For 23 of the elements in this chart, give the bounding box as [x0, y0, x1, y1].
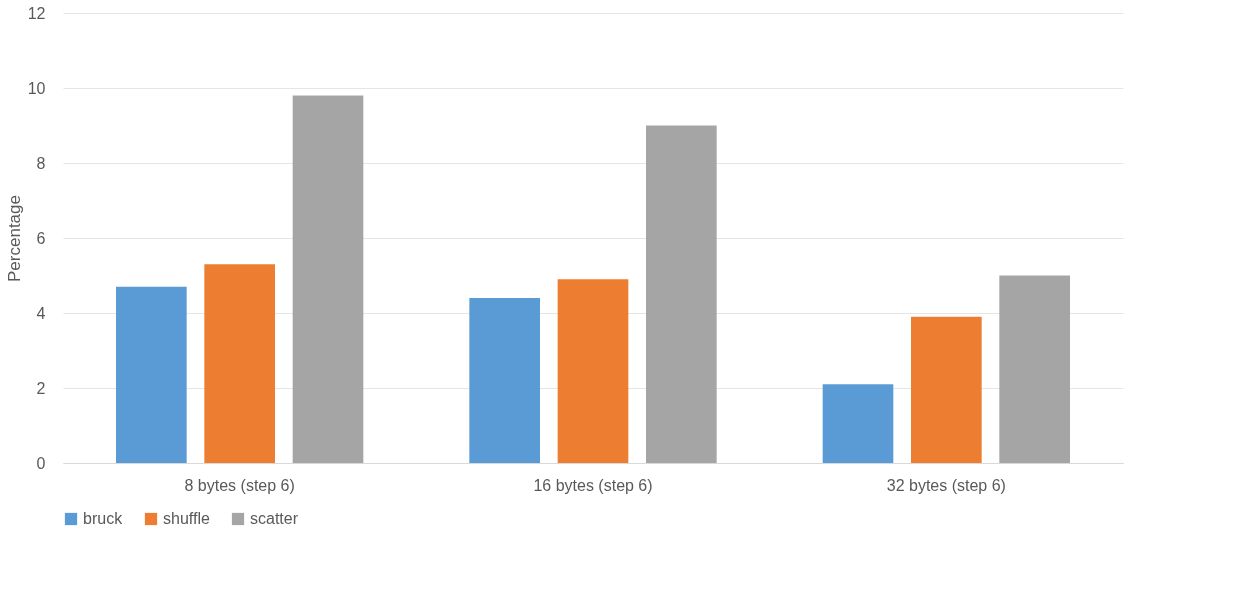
- bar: [292, 95, 364, 463]
- bar: [204, 264, 275, 463]
- bar: [999, 275, 1070, 463]
- y-tick-label: 0: [36, 454, 46, 472]
- bar: [822, 384, 894, 463]
- bar: [646, 125, 717, 463]
- bar: [469, 298, 540, 463]
- y-tick-label: 4: [36, 304, 46, 322]
- legend-label: scatter: [250, 510, 299, 527]
- x-tick-label: 8 bytes (step 6): [184, 476, 295, 494]
- legend-label: bruck: [83, 510, 124, 527]
- y-axis-title: Percentage: [4, 195, 24, 282]
- y-tick-label: 10: [27, 79, 46, 97]
- y-tick-label: 12: [27, 4, 46, 22]
- x-tick-label: 32 bytes (step 6): [886, 476, 1006, 494]
- y-tick-label: 8: [36, 154, 46, 172]
- x-tick-label: 16 bytes (step 6): [533, 476, 653, 494]
- y-tick-label: 2: [36, 379, 46, 397]
- legend-label: shuffle: [163, 510, 210, 527]
- bar: [911, 316, 982, 463]
- bar: [557, 279, 629, 463]
- y-tick-label: 6: [36, 229, 46, 247]
- bar: [116, 286, 187, 463]
